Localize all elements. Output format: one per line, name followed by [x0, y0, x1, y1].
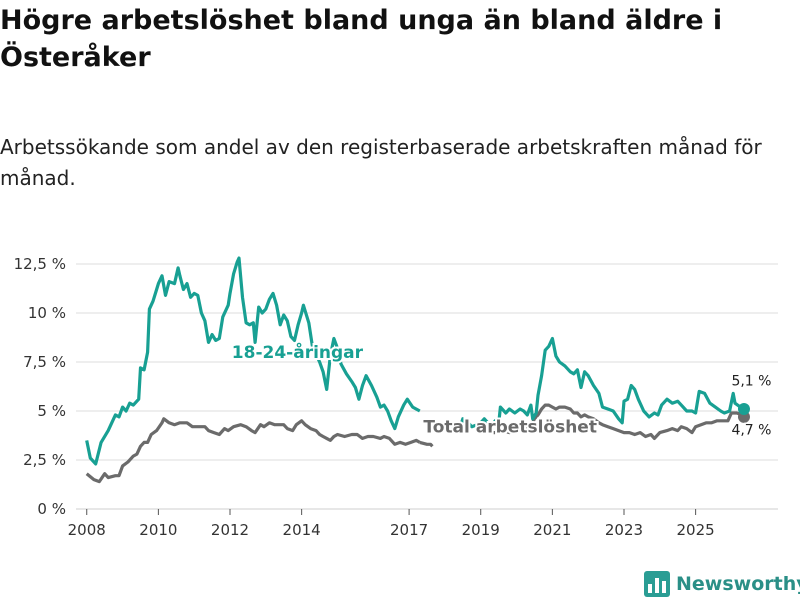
series-label-total: Total arbetslöshet	[423, 418, 597, 438]
chart-title: Högre arbetslöshet bland unga än bland ä…	[0, 5, 723, 73]
line-chart: 0 %2,5 %5 %7,5 %10 %12,5 % 2008 2010 2012 2…	[14, 255, 778, 539]
bar-chart-icon	[644, 571, 670, 597]
y-tick-label: 5 %	[37, 402, 66, 420]
x-tick-label: 2025	[677, 521, 715, 539]
x-tick-label: 2012	[211, 521, 249, 539]
series-line-youth	[85, 256, 421, 466]
x-tick-label: 2021	[533, 521, 571, 539]
y-tick-label: 10 %	[28, 304, 66, 322]
x-tick-label: 2017	[390, 521, 428, 539]
grid	[76, 263, 778, 510]
x-tick-label: 2010	[139, 521, 177, 539]
series-line-total	[419, 440, 434, 448]
series-line-total	[85, 417, 421, 484]
y-tick-label: 0 %	[37, 500, 66, 518]
series-line-youth	[479, 336, 745, 429]
y-axis: 0 % 2,5 % 5 % 7,5 % 10 % 12,5 %	[14, 255, 66, 518]
annotations: 18-24-åringar Total arbetslöshet 5,1 % 4,7 …	[230, 339, 773, 440]
series-lines	[85, 256, 750, 484]
x-tick-label: 2008	[68, 521, 106, 539]
x-tick-label: 2023	[605, 521, 643, 539]
series-line-total	[480, 403, 746, 440]
endpoint-youth	[737, 403, 750, 416]
chart-subtitle: Arbetssökande som andel av den registerb…	[0, 135, 762, 190]
y-tick-label: 7,5 %	[23, 353, 66, 371]
x-axis: 2008 2010 2012 2014 2017 2019 2021 2023 2025	[68, 509, 715, 539]
y-tick-label: 2,5 %	[23, 451, 66, 469]
brand-logo: Newsworthy	[644, 569, 800, 599]
end-label-total: 4,7 %	[731, 423, 771, 439]
series-line-youth	[451, 417, 482, 433]
series-label-youth: 18-24-åringar	[232, 341, 364, 363]
x-tick-label: 2019	[462, 521, 500, 539]
brand-name: Newsworthy	[676, 573, 800, 595]
x-tick-label: 2014	[283, 521, 321, 539]
end-label-youth: 5,1 %	[731, 374, 771, 390]
y-tick-label: 12,5 %	[14, 255, 66, 273]
